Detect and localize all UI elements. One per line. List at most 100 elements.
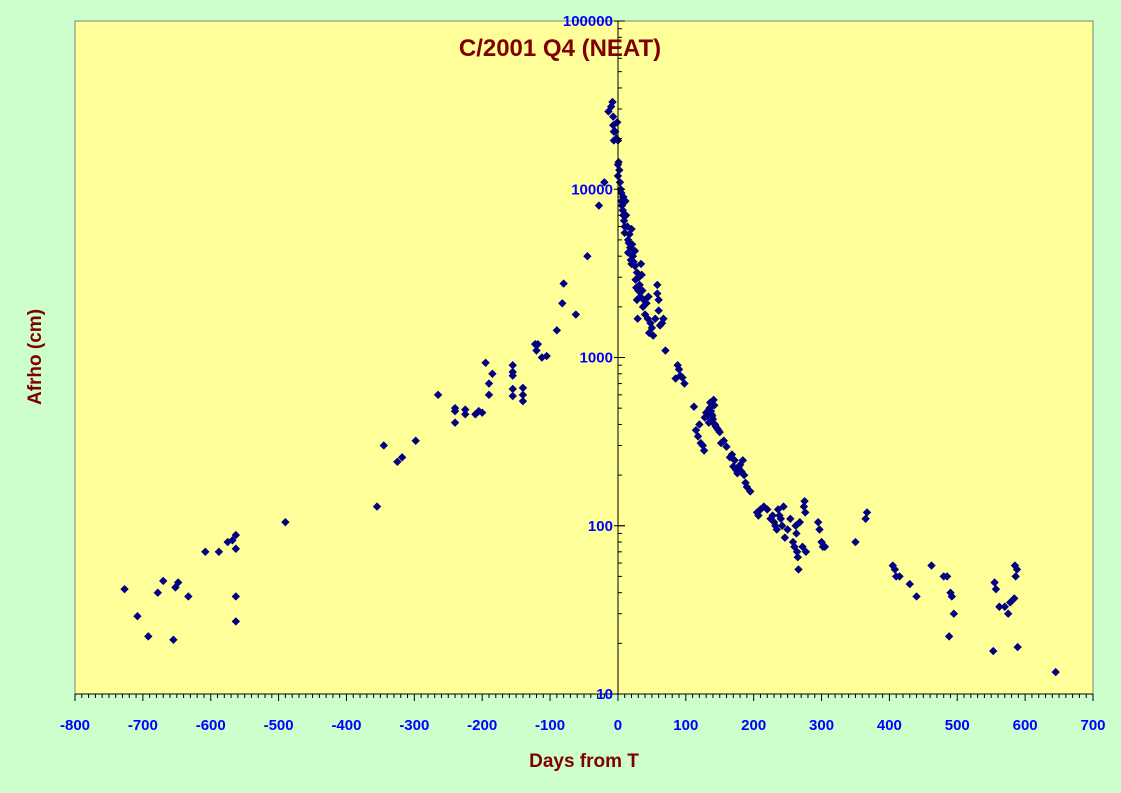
data-point xyxy=(614,157,623,167)
data-point xyxy=(801,508,810,517)
data-point xyxy=(674,365,684,374)
data-point xyxy=(716,438,726,448)
data-point xyxy=(813,517,823,527)
data-point xyxy=(120,584,129,594)
x-tick-label: 100 xyxy=(673,717,698,734)
data-point xyxy=(788,537,798,547)
data-point xyxy=(433,390,443,400)
data-point xyxy=(706,398,715,407)
data-point xyxy=(777,521,787,530)
data-point xyxy=(372,502,382,511)
data-point xyxy=(619,216,629,225)
y-tick-label: 10000 xyxy=(571,181,613,198)
data-points xyxy=(120,97,1060,677)
data-point xyxy=(772,525,781,534)
data-point xyxy=(895,572,904,581)
data-point xyxy=(798,542,807,551)
data-point xyxy=(636,259,646,269)
x-tick-label: -100 xyxy=(535,717,565,734)
data-point xyxy=(949,609,959,618)
data-point xyxy=(621,196,630,206)
data-point xyxy=(618,206,627,215)
data-point xyxy=(450,406,460,416)
data-point xyxy=(508,371,517,380)
x-axis-label: Days from T xyxy=(529,751,639,772)
data-point xyxy=(559,279,568,288)
data-point xyxy=(699,446,709,455)
data-point xyxy=(729,462,738,471)
y-tick-label: 100000 xyxy=(563,13,613,30)
data-point xyxy=(159,576,168,586)
data-point xyxy=(583,252,592,261)
data-point xyxy=(776,514,786,523)
data-point xyxy=(379,441,388,450)
data-point xyxy=(228,536,237,545)
data-point xyxy=(890,565,900,574)
data-point xyxy=(655,321,665,330)
data-point xyxy=(508,391,517,401)
x-tick-label: 600 xyxy=(1013,717,1038,734)
data-point xyxy=(632,268,642,277)
data-point xyxy=(947,592,957,601)
data-point xyxy=(488,369,497,379)
y-axis-ticks: 10 100 1000 10000 100000 xyxy=(563,13,625,703)
data-point xyxy=(397,453,407,462)
x-tick-label: 500 xyxy=(945,717,970,734)
x-tick-label: 200 xyxy=(741,717,766,734)
data-point xyxy=(653,280,662,290)
data-point xyxy=(695,420,704,429)
data-point xyxy=(783,525,792,534)
data-point xyxy=(1012,565,1022,574)
data-point xyxy=(621,211,631,220)
data-point xyxy=(756,505,765,514)
data-point xyxy=(719,436,729,445)
data-point xyxy=(779,502,788,511)
x-tick-label: 400 xyxy=(877,717,902,734)
data-point xyxy=(533,339,543,349)
data-point xyxy=(698,441,707,450)
data-point xyxy=(792,547,802,557)
data-point xyxy=(647,323,657,333)
data-point xyxy=(786,514,795,523)
data-point xyxy=(594,201,604,210)
data-point xyxy=(944,632,954,641)
data-point xyxy=(461,410,470,419)
data-point xyxy=(637,270,646,280)
data-point xyxy=(793,553,802,562)
data-point xyxy=(741,478,750,488)
data-point xyxy=(790,542,799,551)
data-point xyxy=(752,508,762,517)
data-point xyxy=(1013,642,1022,652)
data-point xyxy=(608,112,618,121)
data-point xyxy=(281,517,290,527)
data-point xyxy=(710,401,719,410)
data-point xyxy=(722,442,731,451)
data-point xyxy=(730,456,739,465)
data-point xyxy=(709,395,718,405)
data-point xyxy=(201,547,210,557)
data-point xyxy=(629,257,638,267)
data-point xyxy=(630,246,640,256)
data-point xyxy=(991,584,1001,594)
data-point xyxy=(184,592,193,601)
data-point xyxy=(623,248,633,257)
data-point xyxy=(691,425,701,435)
data-point xyxy=(613,118,622,127)
data-point xyxy=(799,502,809,511)
data-point xyxy=(792,529,801,538)
data-point xyxy=(989,646,998,656)
x-tick-label: -300 xyxy=(399,717,429,734)
data-point xyxy=(508,360,517,370)
data-point xyxy=(659,314,668,323)
data-point xyxy=(1000,602,1009,611)
data-point xyxy=(862,508,872,517)
data-point xyxy=(1051,667,1060,677)
data-point xyxy=(995,602,1004,611)
data-point xyxy=(1003,609,1013,618)
data-point xyxy=(231,530,241,540)
data-point xyxy=(795,517,805,527)
data-point xyxy=(693,432,703,441)
data-point xyxy=(484,390,494,400)
data-point xyxy=(231,617,241,626)
x-tick-label: 300 xyxy=(809,717,834,734)
